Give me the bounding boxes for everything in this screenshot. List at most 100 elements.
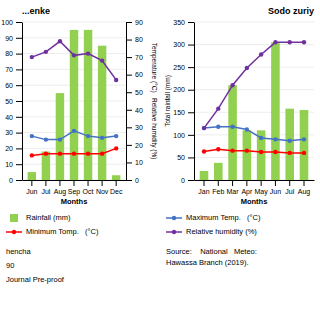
plot-area [28,30,121,180]
y-axis-tick-label: 30 [5,129,13,136]
legend-label: Relative humidity (%) [186,227,257,236]
x-axis-tick: Apr [241,180,253,196]
bar [214,163,223,180]
y2-axis-tick-label: 30 [135,124,143,131]
legend-label: Minimum Tomp. (°C) [26,227,99,236]
line-series [30,129,119,142]
y-axis-tick-mark [16,101,22,102]
y-axis-tick-label: 70 [5,66,13,73]
y2-axis-tick: 20 [126,142,143,149]
point [58,137,62,141]
x-axis-tick-label: Apr [241,188,253,196]
point [114,146,118,150]
legend-item: Relative humidity (%) [166,227,257,236]
y2-axis-tick-label: 20 [135,142,143,149]
y-axis-tick: 0 [181,177,194,184]
y-axis-tick: 40 [5,114,22,121]
y-axis-tick-mark [188,67,194,68]
chart-panel: JunJulAugSepOctNovDec0102030405060708090… [1,6,158,206]
y2-axis-tick-label: 70 [135,54,143,61]
y-axis: 0102030405060708090100 [1,19,22,184]
legend-marker [172,216,176,220]
bar-series [200,42,309,180]
y-axis-line [22,23,23,181]
y2-axis-tick-label: 90 [135,19,143,26]
grid [194,22,314,180]
point [86,151,90,155]
y2-axis-tick-label: 60 [135,71,143,78]
y-axis-tick: 250 [173,64,194,71]
point [302,137,306,141]
y2-axis-tick-mark [126,145,132,146]
point [273,40,277,44]
y2-axis-tick-mark [126,110,132,111]
y-axis-tick-label: 10 [5,161,13,168]
line [204,127,304,141]
y-axis-tick-label: 60 [5,82,13,89]
y2-axis-tick-mark [126,22,132,23]
point [230,83,234,87]
legend-item: Rainfall (mm) [10,213,71,222]
y2-axis-tick-mark [126,57,132,58]
y-axis-tick-label: 50 [5,98,13,105]
y-axis-tick: 60 [5,82,22,89]
y-axis-tick-mark [16,164,22,165]
y2-axis-tick: 70 [126,54,143,61]
y-axis: 050100150200250300350 [173,19,194,184]
point [72,129,76,133]
point [86,51,90,55]
x-axis-tick: Jul [41,180,50,195]
point [302,151,306,155]
bar [243,130,252,180]
legend: Rainfall (mm) Maximum Temp. (°C) Minimum T… [6,213,261,236]
x-axis-tick: Jan [198,180,209,195]
y-axis-tick: 50 [177,154,194,161]
point [114,134,118,138]
grid-line [194,44,314,45]
y2-axis-tick: 10 [126,159,143,166]
x-axis-tick: Aug [54,180,67,196]
chart-title: Sodo zuriy [268,6,314,16]
legend-item: Minimum Tomp. (°C) [6,227,99,236]
y2-axis-tick-label: 0 [135,177,139,184]
annotation-line: Journal Pre-proof [6,275,65,284]
x-axis-tick-mark [59,180,60,186]
bar [228,85,237,180]
x-axis-tick-mark [31,180,32,186]
point [259,52,263,56]
y-axis-tick-label: 150 [173,109,185,116]
x-axis-tick: May [255,180,269,196]
y-axis-tick: 100 [173,132,194,139]
legend-swatch [10,214,18,222]
point [216,106,220,110]
y-axis-tick: 150 [173,109,194,116]
x-axis-title: Months [61,197,88,206]
y2-axis-tick: 0 [126,177,139,184]
point [72,53,76,57]
y-axis-tick: 90 [5,35,22,42]
point [30,153,34,157]
line-series [202,147,306,155]
y2-axis-tick-mark [126,127,132,128]
legend-label: Maximum Temp. (°C) [186,213,261,222]
x-axis-tick-label: Jul [285,188,294,195]
chart-title: ...enke [22,6,50,16]
y2-axis-tick: 30 [126,124,143,131]
y2-axis-tick-label: 10 [135,159,143,166]
bar-series [28,30,121,180]
y-axis-tick-label: 40 [5,114,13,121]
grid-line [194,22,314,23]
y-axis-tick-label: 90 [5,35,13,42]
point [30,134,34,138]
x-axis-tick-mark [204,180,205,186]
bar [28,172,36,180]
x-axis-tick-label: May [255,188,269,196]
point [58,39,62,43]
point [273,150,277,154]
bar [271,42,280,180]
chart-root: JunJulAugSepOctNovDec0102030405060708090… [0,0,320,320]
point [44,137,48,141]
point [202,126,206,130]
grid-line [194,89,314,90]
point [245,127,249,131]
